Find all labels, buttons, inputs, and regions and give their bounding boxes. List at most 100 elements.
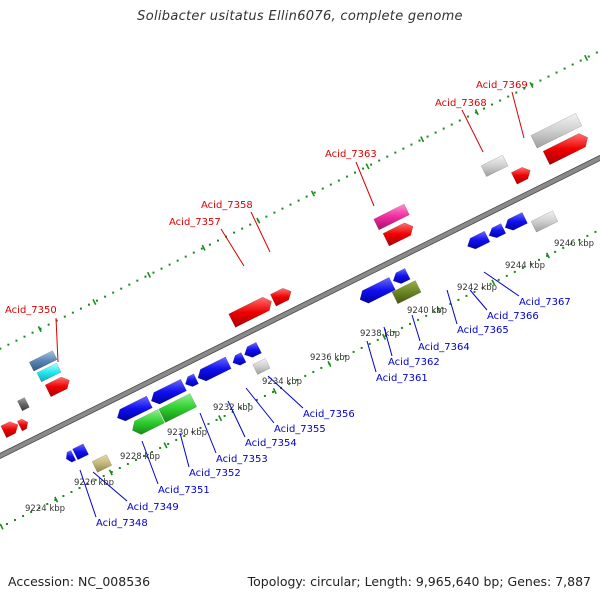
gene-arrow [72,443,89,461]
lower-ruler-tick [382,333,387,340]
gene-arrow [232,352,247,366]
gene-label-lower: Acid_7352 [189,468,241,479]
upper-ruler-dot [200,247,203,250]
lower-ruler-tick [54,496,59,503]
gene-label-lower-leader [92,471,128,502]
gene-label-upper-leader [220,228,245,267]
upper-ruler-dot [466,115,469,118]
lower-ruler-tick [272,388,277,395]
lower-ruler-dot [288,382,291,385]
gene-label-lower-leader [267,375,304,409]
gene-label-lower: Acid_7354 [245,438,297,449]
kbp-tick-label: 9230 kbp [167,428,207,438]
gene-label-upper-leader [55,317,59,363]
gene-arrow [28,350,58,372]
upper-ruler-dot [555,71,558,74]
gene-features [0,112,588,473]
lower-ruler-dot [94,478,97,481]
gene-label-lower-leader [366,340,377,373]
kbp-tick-label: 9236 kbp [310,353,350,363]
lower-ruler-dot [368,342,371,345]
lower-ruler-dot [538,258,541,261]
gene-label-lower-leader [79,469,97,518]
lower-ruler-dot [191,430,194,433]
upper-ruler-dot [128,283,131,286]
gene-arrow [228,296,272,328]
lower-ruler-dot [30,510,33,513]
upper-ruler-dot [305,195,308,198]
upper-ruler-dot [104,295,107,298]
gene-label-lower: Acid_7365 [457,325,509,336]
lower-ruler-dot [46,502,49,505]
upper-ruler-dot [15,339,18,342]
genome-summary-text: Topology: circular; Length: 9,965,640 bp… [247,574,591,589]
upper-ruler-dot [507,95,510,98]
lower-ruler-dot [14,518,17,521]
gene-label-lower-leader [141,440,159,485]
lower-ruler-dot [521,266,524,269]
lower-ruler-dot [586,234,589,237]
lower-ruler-dot [207,422,210,425]
lower-ruler-dot [239,406,242,409]
kbp-tick-label: 9244 kbp [505,261,545,271]
gene-arrow [488,223,507,239]
gene-arrow [36,362,62,383]
upper-ruler-dot [370,163,373,166]
upper-ruler-dot [571,63,574,66]
lower-ruler-dot [126,462,129,465]
lower-ruler-dot [554,250,557,253]
upper-ruler-dot [96,299,99,302]
gene-label-lower-leader [245,387,275,424]
upper-ruler-dot [160,267,163,270]
lower-ruler-dot [594,230,597,233]
gene-arrow [150,378,187,405]
gene-arrow [252,358,271,375]
upper-ruler-dot [563,67,566,70]
upper-ruler-dot [289,203,292,206]
gene-arrow [480,154,509,177]
gene-label-lower: Acid_7355 [274,424,326,435]
kbp-tick-label: 9234 kbp [262,377,302,387]
upper-ruler-tick [256,217,261,224]
lower-ruler-dot [392,330,395,333]
gene-label-lower: Acid_7366 [487,311,539,322]
lower-ruler-dot [70,490,73,493]
gene-label-lower: Acid_7356 [303,409,355,420]
lower-ruler-dot [102,474,105,477]
upper-ruler-dot [354,171,357,174]
kbp-tick-label: 9228 kbp [120,452,160,462]
upper-ruler-dot [297,199,300,202]
lower-ruler-tick [108,469,113,476]
gene-arrow [132,409,165,435]
lower-ruler-dot [344,354,347,357]
kbp-tick-label: 9240 kbp [407,306,447,316]
lower-ruler-dot [312,370,315,373]
lower-ruler-dot [409,322,412,325]
lower-ruler-tick [0,523,4,530]
upper-ruler-tick [529,81,534,89]
upper-ruler-dot [345,175,348,178]
lower-ruler-dot [578,238,581,241]
lower-ruler-dot [255,398,258,401]
kbp-tick-label: 9242 kbp [457,283,497,293]
lower-ruler-dot [143,454,146,457]
gene-label-lower: Acid_7349 [127,502,179,513]
lower-ruler-dot [481,286,484,289]
gene-arrow [91,454,113,473]
lower-ruler-dot [352,350,355,353]
lower-ruler-dot [86,482,89,485]
upper-ruler-dot [378,159,381,162]
upper-ruler-dot [491,103,494,106]
upper-ruler-dot [208,243,211,246]
gene-arrow [359,276,396,304]
gene-label-lower: Acid_7367 [519,297,571,308]
upper-ruler-dot [402,147,405,150]
upper-ruler-dot [410,143,413,146]
gene-arrow [504,212,528,231]
lower-ruler-dot [54,498,57,501]
lower-ruler-tick [218,415,223,422]
upper-ruler-tick [146,271,152,278]
gene-arrow [244,341,262,358]
lower-ruler-dot [529,262,532,265]
